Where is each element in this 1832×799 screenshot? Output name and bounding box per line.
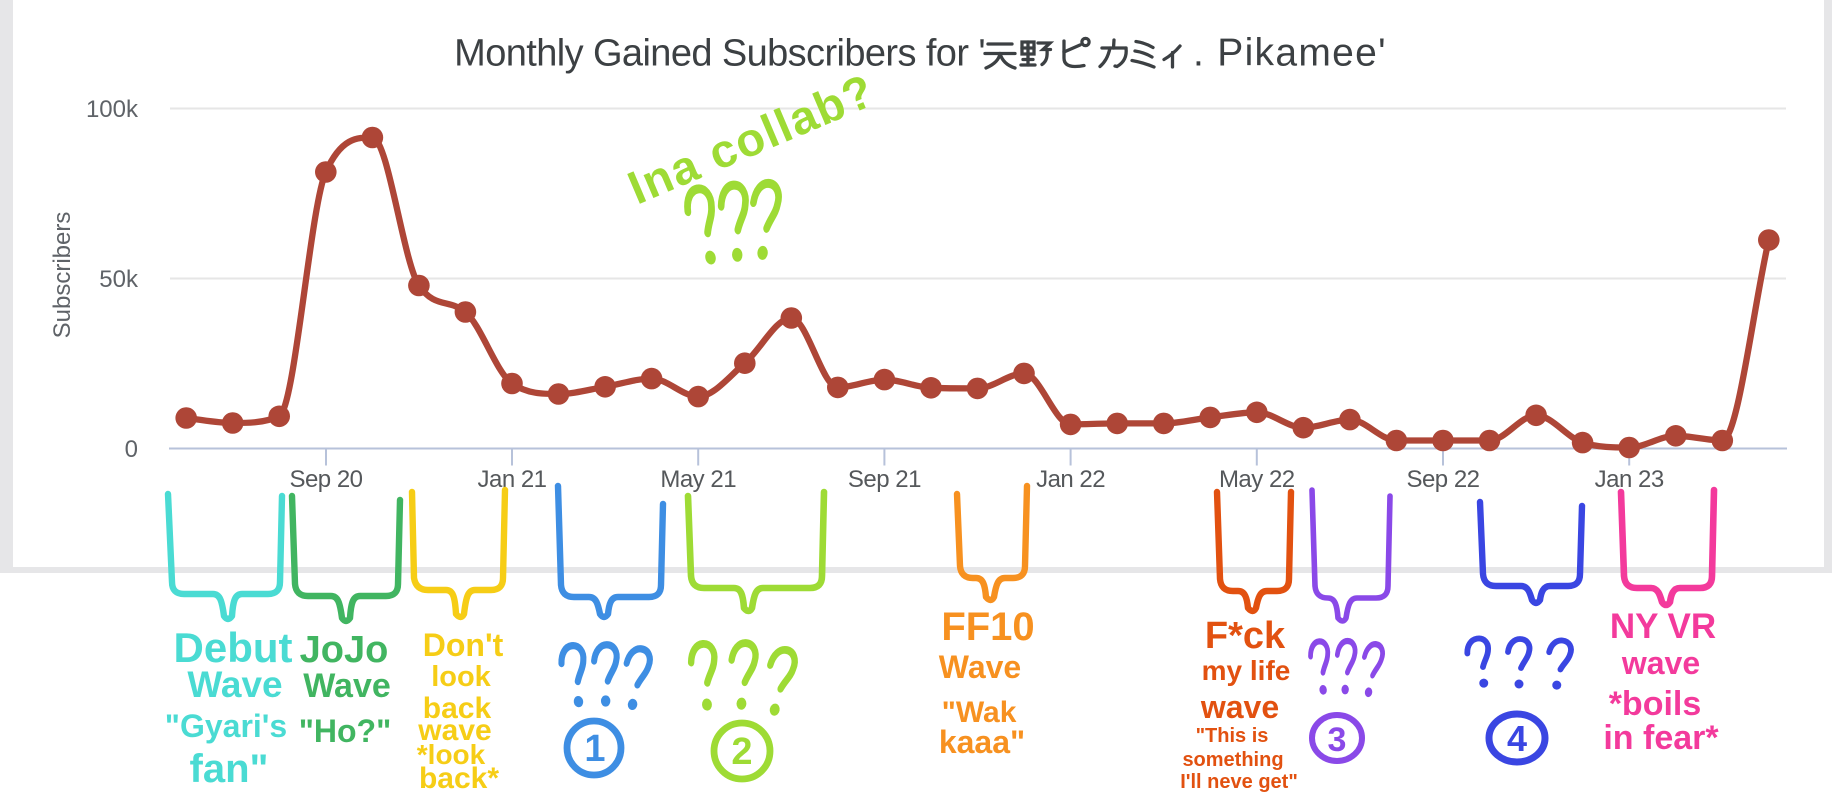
svg-text:Jan 23: Jan 23 — [1595, 466, 1664, 493]
svg-text:my life: my life — [1202, 655, 1291, 686]
svg-text:Jan 22: Jan 22 — [1036, 466, 1105, 493]
svg-text:"Wak: "Wak — [942, 696, 1017, 729]
svg-text:50k: 50k — [99, 266, 139, 293]
svg-text:Ina collab?: Ina collab? — [620, 63, 882, 214]
svg-text:wave: wave — [1621, 645, 1700, 681]
svg-text:Don't: Don't — [423, 627, 504, 663]
svg-text:"Ho?": "Ho?" — [299, 713, 392, 749]
svg-text:Sep 20: Sep 20 — [289, 466, 362, 493]
svg-text:May 21: May 21 — [660, 466, 736, 493]
svg-text:JoJo: JoJo — [300, 629, 389, 671]
svg-text:*look: *look — [417, 739, 486, 770]
svg-text:Wave: Wave — [187, 664, 282, 705]
svg-text:May 22: May 22 — [1219, 466, 1295, 493]
svg-text:F*ck: F*ck — [1205, 615, 1286, 657]
svg-text:. Pikamee': . Pikamee' — [1193, 32, 1387, 75]
svg-text:Subscribers: Subscribers — [49, 212, 76, 339]
svg-text:Sep 21: Sep 21 — [848, 466, 921, 493]
svg-text:wave: wave — [1200, 689, 1279, 725]
svg-text:in fear*: in fear* — [1603, 719, 1719, 757]
svg-text:4: 4 — [1507, 718, 1527, 759]
svg-text:*boils: *boils — [1609, 685, 1702, 723]
svg-text:FF10: FF10 — [941, 605, 1034, 649]
svg-text:2: 2 — [731, 731, 752, 773]
svg-text:Wave: Wave — [303, 667, 391, 705]
svg-text:Monthly Gained Subscribers for: Monthly Gained Subscribers for ' — [454, 33, 985, 75]
svg-text:I'll neve get": I'll neve get" — [1180, 771, 1298, 793]
svg-text:back*: back* — [419, 762, 499, 795]
svg-text:NY VR: NY VR — [1610, 607, 1716, 646]
svg-text:"This is: "This is — [1196, 725, 1269, 747]
svg-text:3: 3 — [1328, 721, 1347, 759]
svg-text:Sep 22: Sep 22 — [1406, 466, 1479, 493]
svg-text:look: look — [431, 661, 491, 693]
svg-text:something: something — [1182, 749, 1283, 771]
svg-text:Wave: Wave — [939, 649, 1021, 685]
svg-text:fan": fan" — [190, 747, 269, 791]
svg-text:back: back — [423, 692, 492, 725]
svg-text:wave: wave — [417, 714, 491, 747]
svg-text:kaaa": kaaa" — [939, 724, 1025, 760]
svg-text:0: 0 — [125, 436, 138, 463]
svg-text:100k: 100k — [86, 96, 139, 123]
svg-text:"Gyari's: "Gyari's — [165, 708, 287, 744]
svg-text:1: 1 — [584, 728, 605, 770]
svg-text:Debut: Debut — [174, 624, 293, 671]
svg-text:Jan 21: Jan 21 — [477, 466, 546, 493]
